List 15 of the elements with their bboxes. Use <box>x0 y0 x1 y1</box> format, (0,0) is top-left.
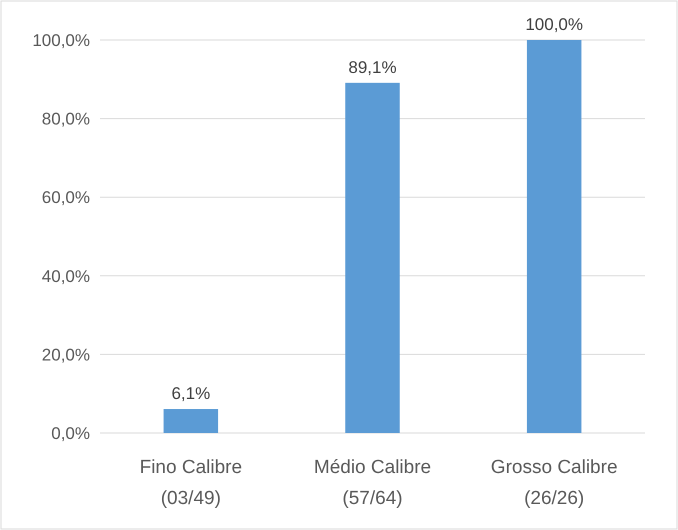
bar <box>164 409 218 433</box>
x-tick-label: Grosso Calibre (26/26) <box>490 457 618 509</box>
data-label: 89,1% <box>348 58 397 77</box>
y-tick-label: 20,0% <box>42 345 90 364</box>
y-tick-label: 0,0% <box>51 424 90 443</box>
y-tick-label: 100,0% <box>32 30 90 50</box>
bar <box>345 82 400 433</box>
x-tick-label: Médio Calibre (57/64) <box>314 457 432 509</box>
y-tick-label: 60,0% <box>42 188 90 208</box>
y-tick-label: 80,0% <box>42 110 90 129</box>
bar <box>526 40 582 433</box>
x-tick-label: Fino Calibre (03/49) <box>140 457 242 509</box>
y-tick-label: 40,0% <box>42 266 90 286</box>
data-label: 6,1% <box>171 384 210 404</box>
data-label: 100,0% <box>525 15 584 34</box>
